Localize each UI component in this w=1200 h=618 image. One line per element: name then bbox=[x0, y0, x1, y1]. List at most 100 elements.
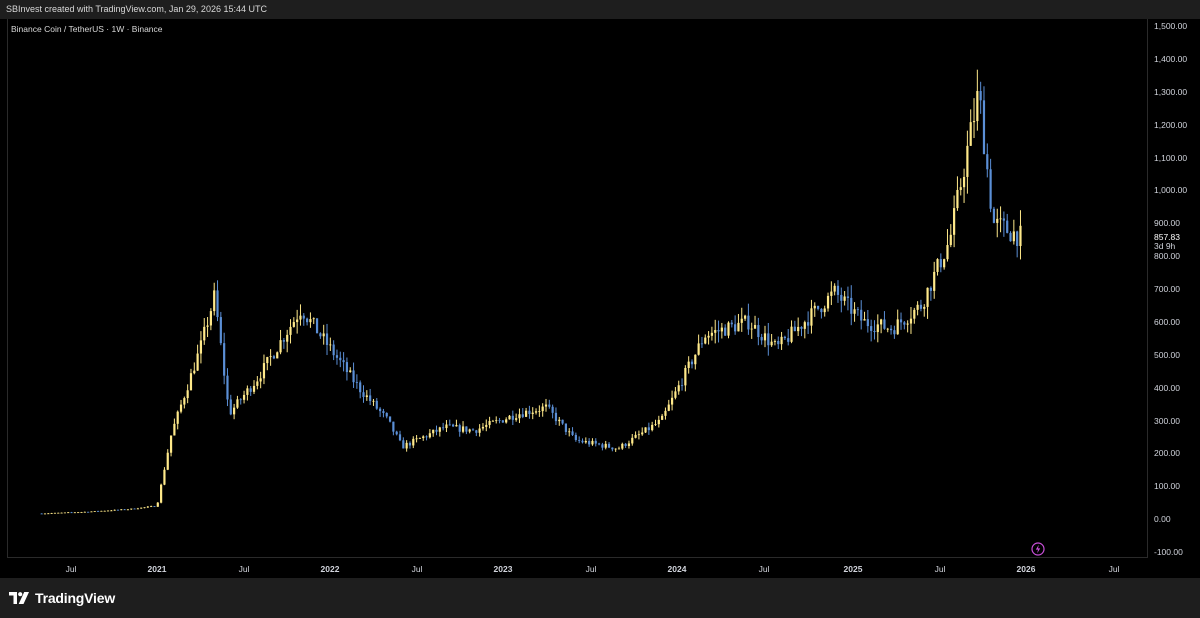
y-tick-label: 700.00 bbox=[1154, 284, 1180, 294]
candle-body bbox=[962, 176, 966, 188]
candle-body bbox=[647, 427, 650, 431]
candle-body bbox=[670, 397, 674, 405]
candle-body bbox=[913, 309, 916, 319]
y-tick-label: 1,000.00 bbox=[1154, 185, 1188, 196]
candle-body bbox=[395, 431, 398, 435]
x-tick-label: Jul bbox=[411, 564, 423, 574]
candle-body bbox=[166, 452, 169, 470]
candle-body bbox=[846, 296, 850, 298]
candle-body bbox=[767, 333, 770, 346]
candle-body bbox=[133, 508, 136, 510]
candle-body bbox=[362, 392, 365, 397]
chart-pane[interactable] bbox=[7, 19, 1148, 557]
candle-body bbox=[793, 326, 796, 332]
x-tick-label: 2021 bbox=[147, 564, 167, 574]
candle-body bbox=[631, 437, 634, 444]
y-tick-label: -100.00 bbox=[1154, 547, 1183, 557]
candle-body bbox=[246, 388, 249, 395]
candle-body bbox=[684, 367, 687, 386]
candle-body bbox=[468, 429, 471, 432]
y-tick-label: 500.00 bbox=[1154, 349, 1180, 360]
candle-body bbox=[249, 388, 252, 392]
candle-body bbox=[339, 357, 342, 361]
candle-body bbox=[783, 336, 786, 339]
candle-body bbox=[687, 361, 690, 368]
candle-body bbox=[870, 326, 873, 331]
candle-body bbox=[80, 512, 83, 513]
candle-body bbox=[312, 318, 315, 320]
candle-body bbox=[239, 399, 242, 401]
candle-body bbox=[150, 506, 153, 508]
candle-body bbox=[126, 509, 130, 511]
candle-body bbox=[923, 306, 926, 309]
candle-body bbox=[992, 208, 996, 223]
candle-body bbox=[309, 319, 312, 323]
candle-body bbox=[369, 395, 372, 402]
candle-body bbox=[422, 436, 425, 439]
x-tick-label: 2022 bbox=[320, 564, 340, 574]
candle-body bbox=[780, 336, 783, 345]
candle-body bbox=[730, 322, 733, 325]
candle-body bbox=[120, 509, 123, 511]
candle-body bbox=[448, 424, 451, 426]
candle-body bbox=[365, 395, 368, 397]
candle-body bbox=[664, 410, 667, 416]
candle-body bbox=[588, 441, 591, 445]
candle-body bbox=[352, 370, 355, 383]
candle-body bbox=[929, 287, 932, 291]
candle-body bbox=[853, 309, 856, 314]
candle-body bbox=[355, 382, 358, 383]
symbol-title[interactable]: Binance Coin / TetherUS · 1W · Binance bbox=[11, 24, 163, 34]
x-tick-label: Jul bbox=[238, 564, 250, 574]
candle-body bbox=[551, 406, 554, 413]
candle-body bbox=[289, 326, 292, 335]
candle-body bbox=[379, 408, 382, 412]
candle-body bbox=[893, 330, 896, 335]
candle-body bbox=[173, 423, 176, 436]
candle-body bbox=[488, 421, 491, 425]
candle-body bbox=[113, 509, 116, 511]
candle-body bbox=[349, 370, 352, 373]
candle-body bbox=[156, 502, 159, 507]
candle-body bbox=[873, 330, 876, 333]
candle-body bbox=[727, 322, 730, 336]
candle-body bbox=[840, 294, 843, 301]
flash-icon[interactable] bbox=[1031, 542, 1045, 556]
tradingview-logo[interactable]: TradingView bbox=[9, 590, 115, 606]
candle-body bbox=[750, 328, 753, 330]
candle-body bbox=[189, 373, 193, 391]
y-tick-label: 300.00 bbox=[1154, 415, 1180, 426]
candle-body bbox=[538, 411, 541, 412]
candle-body bbox=[621, 443, 624, 449]
candle-body bbox=[176, 411, 179, 424]
candle-body bbox=[169, 435, 173, 453]
candle-body bbox=[143, 507, 146, 509]
x-tick-label: Jul bbox=[758, 564, 770, 574]
candle-body bbox=[458, 425, 461, 432]
candle-body bbox=[140, 507, 143, 509]
candle-body bbox=[943, 259, 946, 268]
candle-body bbox=[229, 399, 232, 415]
candle-body bbox=[60, 512, 63, 514]
candle-body bbox=[561, 419, 564, 424]
candle-body bbox=[515, 418, 518, 420]
candle-body bbox=[481, 426, 485, 429]
candle-body bbox=[933, 271, 936, 291]
candle-body bbox=[402, 440, 405, 449]
candle-body bbox=[392, 421, 395, 432]
candle-body bbox=[1016, 231, 1019, 247]
candle-body bbox=[276, 352, 279, 359]
x-tick-label: Jul bbox=[585, 564, 597, 574]
candle-body bbox=[996, 218, 999, 223]
candle-body bbox=[548, 404, 551, 407]
candle-body bbox=[531, 412, 534, 415]
candle-body bbox=[465, 426, 468, 432]
candle-body bbox=[707, 335, 710, 338]
candle-body bbox=[272, 356, 276, 359]
candle-body bbox=[63, 512, 66, 514]
candle-body bbox=[398, 434, 402, 441]
candle-body bbox=[53, 512, 57, 514]
candle-body bbox=[296, 319, 299, 323]
candle-body bbox=[574, 434, 577, 440]
candle-body bbox=[471, 429, 475, 431]
